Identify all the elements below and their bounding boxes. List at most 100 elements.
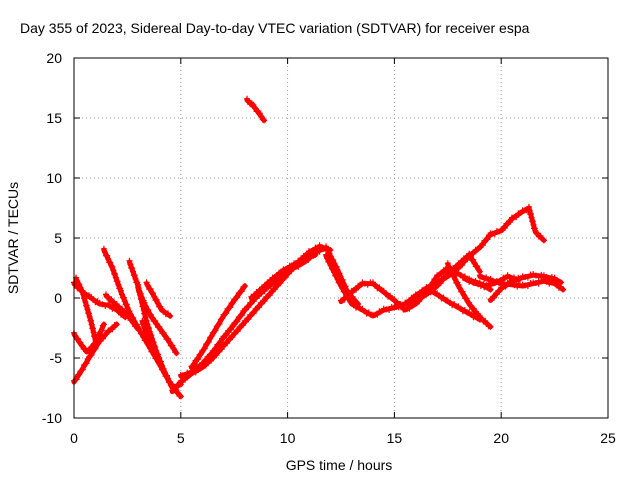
data-point xyxy=(261,298,268,305)
data-point xyxy=(153,321,160,327)
data-point xyxy=(127,261,134,268)
data-point xyxy=(240,322,247,329)
data-point xyxy=(105,256,112,262)
data-point xyxy=(98,327,105,334)
data-point xyxy=(225,305,232,312)
data-point xyxy=(526,207,533,214)
data-point xyxy=(272,286,279,293)
data-point xyxy=(120,294,127,301)
data-point xyxy=(76,371,83,378)
data-point xyxy=(498,278,505,285)
data-point xyxy=(104,252,111,259)
data-point xyxy=(266,292,273,299)
data-point xyxy=(130,268,136,275)
data-point xyxy=(529,218,536,225)
data-point xyxy=(99,322,106,329)
data-point xyxy=(157,327,164,333)
data-point xyxy=(124,304,131,311)
data-point xyxy=(135,284,142,291)
data-point xyxy=(191,361,198,368)
data-point xyxy=(338,281,344,288)
series-track-3 xyxy=(71,321,107,355)
data-point xyxy=(329,265,336,272)
data-point xyxy=(169,342,176,349)
data-point xyxy=(227,304,234,311)
data-point xyxy=(256,304,263,311)
data-point xyxy=(148,289,155,296)
data-point xyxy=(144,282,151,289)
data-point xyxy=(216,320,223,327)
data-point xyxy=(238,312,245,319)
data-point xyxy=(278,274,285,281)
data-point xyxy=(211,328,218,335)
data-point xyxy=(234,328,241,335)
data-point xyxy=(496,288,503,295)
data-point xyxy=(152,352,159,358)
data-point xyxy=(76,281,83,288)
data-point xyxy=(145,307,152,313)
data-point xyxy=(406,305,413,312)
data-point xyxy=(346,291,353,298)
data-point xyxy=(535,280,542,287)
y-tick-label: -5 xyxy=(50,350,63,366)
data-point xyxy=(109,263,116,270)
data-point xyxy=(86,310,92,317)
data-point xyxy=(334,276,341,283)
y-tick-label: 15 xyxy=(46,110,62,126)
data-point xyxy=(78,367,85,374)
data-point xyxy=(417,290,423,297)
data-point xyxy=(156,359,163,366)
data-point xyxy=(160,329,167,336)
data-point xyxy=(455,281,462,288)
data-point xyxy=(212,346,219,353)
data-point xyxy=(438,271,445,278)
data-point xyxy=(229,334,236,341)
data-point xyxy=(238,288,245,295)
data-point xyxy=(204,340,211,346)
data-point xyxy=(448,266,454,273)
data-point xyxy=(324,246,331,253)
data-point xyxy=(87,347,93,354)
data-point xyxy=(451,273,458,280)
plot-frame xyxy=(73,57,609,419)
data-point xyxy=(129,316,135,323)
data-point xyxy=(228,326,235,333)
data-point xyxy=(250,310,257,317)
data-point xyxy=(213,352,220,359)
data-point xyxy=(81,295,88,302)
data-point xyxy=(83,360,90,367)
data-point xyxy=(132,275,139,282)
data-point xyxy=(245,316,252,323)
data-point xyxy=(74,278,81,284)
data-point xyxy=(118,287,124,294)
data-point xyxy=(205,338,212,345)
data-point xyxy=(145,335,152,342)
data-point xyxy=(316,248,323,255)
data-point xyxy=(257,288,264,295)
data-point xyxy=(118,291,125,298)
y-tick-label: 0 xyxy=(54,290,62,306)
data-point xyxy=(484,236,491,243)
data-point xyxy=(479,242,486,248)
data-point xyxy=(267,278,274,285)
data-point xyxy=(351,297,358,303)
grid xyxy=(74,58,608,418)
data-point xyxy=(207,334,214,341)
data-point xyxy=(143,279,150,286)
data-point xyxy=(234,294,241,301)
data-point xyxy=(208,333,215,340)
data-point xyxy=(515,277,522,283)
data-point xyxy=(72,377,79,384)
data-point xyxy=(336,270,343,277)
data-point xyxy=(326,250,333,257)
data-point xyxy=(463,295,470,302)
data-point xyxy=(151,293,158,300)
data-point xyxy=(277,280,284,287)
data-point xyxy=(100,321,107,328)
data-point xyxy=(470,250,477,257)
data-point xyxy=(250,298,257,305)
data-point xyxy=(459,262,465,269)
data-point xyxy=(341,296,348,303)
data-point xyxy=(77,339,84,346)
data-point xyxy=(305,257,312,263)
